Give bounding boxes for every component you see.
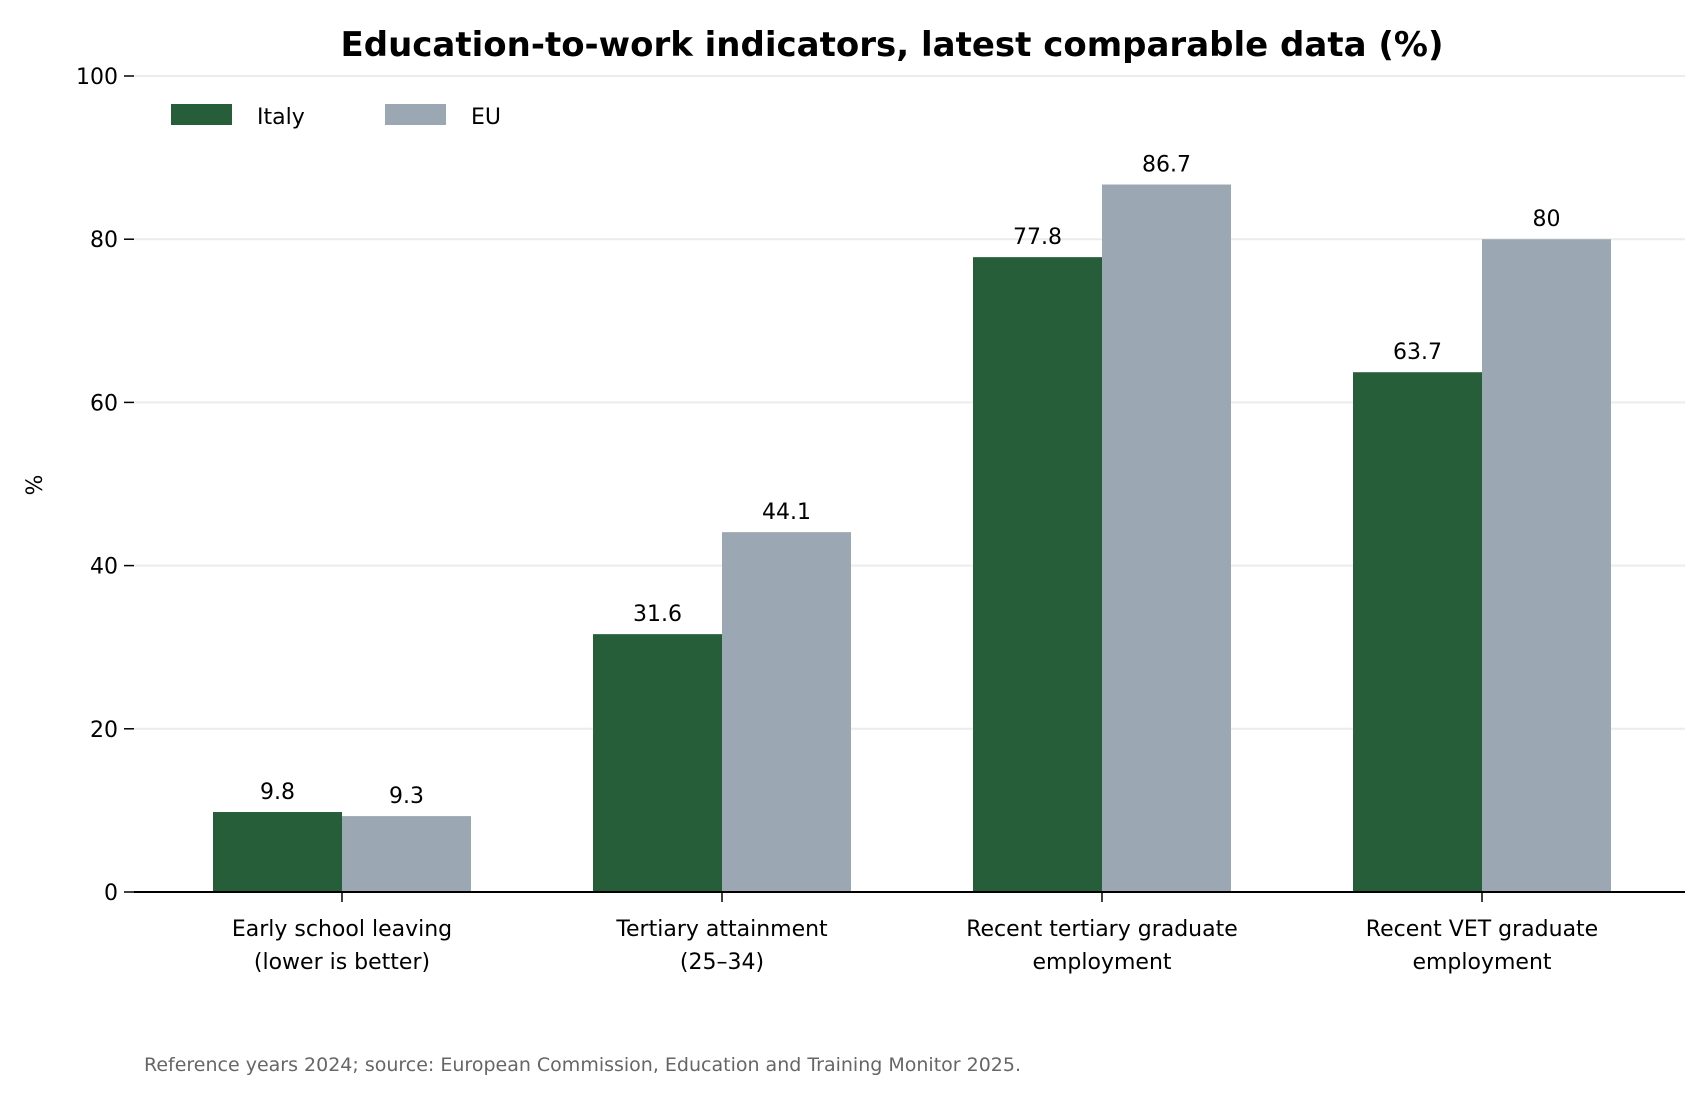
legend: Italy EU [171, 104, 501, 130]
data-label: 44.1 [762, 500, 811, 525]
bar-eu-0 [342, 816, 471, 892]
bar-italy-0 [213, 812, 342, 892]
bar-eu-3 [1482, 239, 1611, 892]
x-tick-label: Recent tertiary graduate [966, 917, 1238, 942]
x-tick-label: Recent VET graduate [1366, 917, 1598, 942]
legend-label: Italy [257, 105, 305, 130]
x-tick-label: Tertiary attainment [615, 917, 828, 942]
bar-italy-3 [1353, 372, 1482, 892]
data-label: 9.3 [389, 784, 424, 809]
footnote: Reference years 2024; source: European C… [144, 1054, 1021, 1076]
data-label: 9.8 [260, 780, 295, 805]
value-labels: 9.8 9.3 31.6 44.1 77.8 86.7 63.7 80 [260, 153, 1561, 810]
bar-eu-2 [1102, 184, 1231, 892]
y-tick-label: 40 [90, 555, 118, 580]
x-tick-label: Early school leaving [232, 917, 452, 942]
data-label: 31.6 [633, 602, 682, 627]
bar-italy-1 [593, 634, 722, 892]
y-tick-label: 0 [104, 881, 118, 906]
data-label: 86.7 [1142, 153, 1191, 178]
chart-title: Education-to-work indicators, latest com… [341, 25, 1444, 65]
bars [213, 184, 1611, 893]
data-label: 80 [1533, 207, 1561, 232]
x-tick-label: employment [1032, 950, 1171, 975]
x-tick-label: (lower is better) [254, 950, 430, 975]
axes: 0 20 40 60 80 100 Early school leaving (lower i… [76, 65, 1685, 975]
y-tick-label: 100 [76, 65, 118, 90]
bar-eu-1 [722, 532, 851, 892]
y-tick-label: 80 [90, 228, 118, 253]
y-axis-label: % [23, 475, 48, 496]
legend-label: EU [471, 105, 501, 130]
data-label: 77.8 [1013, 225, 1062, 250]
y-tick-label: 20 [90, 718, 118, 743]
legend-swatch-italy [171, 104, 232, 125]
x-tick-label: employment [1412, 950, 1551, 975]
x-tick-label: (25–34) [680, 950, 764, 975]
bar-italy-2 [973, 257, 1102, 893]
legend-swatch-eu [385, 104, 446, 125]
y-tick-label: 60 [90, 391, 118, 416]
data-label: 63.7 [1393, 340, 1442, 365]
